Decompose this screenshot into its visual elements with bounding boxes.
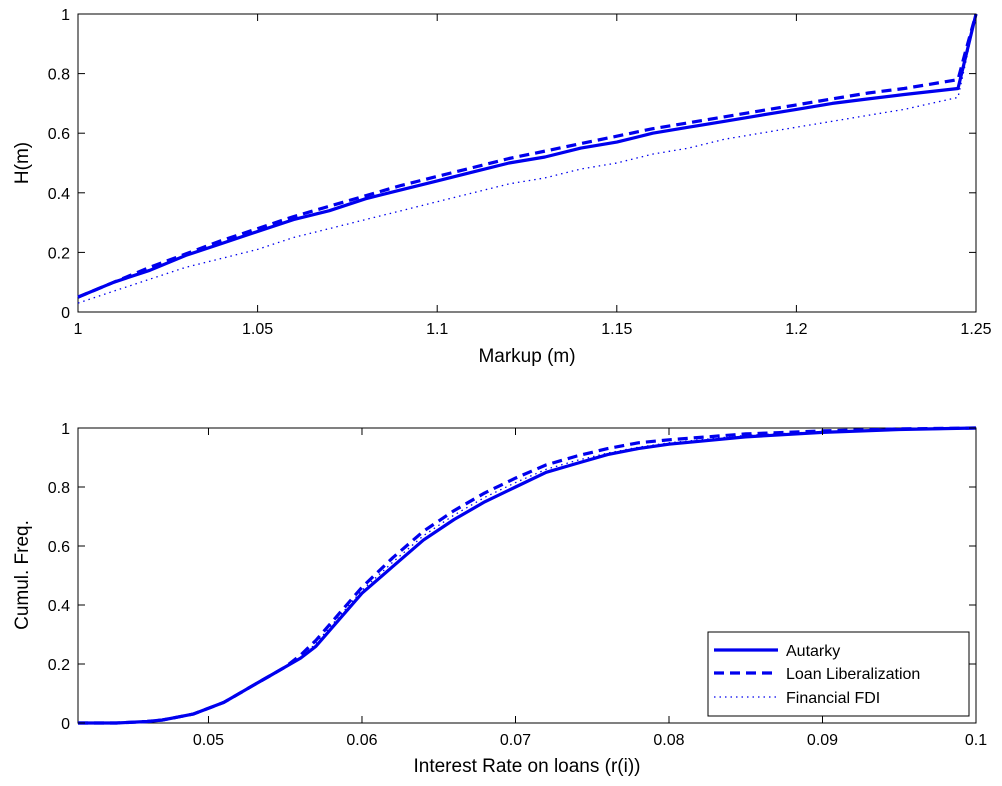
ticks-layer-bottom: 0.05 0.06 0.07 0.08 0.09 0.1 0 0.2 0.4 0.6 0.8 1 bbox=[48, 421, 987, 749]
legend: Autarky Loan Liberalization Financial FD… bbox=[707, 631, 970, 717]
x-axis-label-top: Markup (m) bbox=[478, 346, 575, 367]
x-tick-label: 1.25 bbox=[960, 321, 991, 338]
x-tick-label: 0.08 bbox=[653, 732, 684, 749]
y-tick-label: 1 bbox=[61, 7, 70, 24]
x-tick-label: 0.06 bbox=[346, 732, 377, 749]
y-axis-label-bottom: Cumul. Freq. bbox=[12, 520, 33, 630]
legend-label-financial-fdi: Financial FDI bbox=[786, 690, 880, 707]
ticks-layer-top: 1 1.05 1.1 1.15 1.2 1.25 0 0.2 0.4 0.6 0.8 1 bbox=[48, 7, 992, 338]
plot-frame-top bbox=[77, 13, 977, 313]
legend-label-autarky: Autarky bbox=[786, 643, 840, 660]
y-axis-label-top: H(m) bbox=[12, 142, 33, 184]
chart-markup: 1 1.05 1.1 1.15 1.2 1.25 0 0.2 0.4 0.6 0.8 1 Markup… bbox=[12, 7, 992, 367]
x-tick-label: 0.05 bbox=[193, 732, 224, 749]
y-tick-label: 0.2 bbox=[48, 245, 70, 262]
y-tick-label: 0.8 bbox=[48, 480, 70, 497]
y-tick-label: 0 bbox=[61, 305, 70, 322]
x-tick-label: 1.15 bbox=[601, 321, 632, 338]
y-tick-label: 0.6 bbox=[48, 539, 70, 556]
y-tick-label: 0.6 bbox=[48, 126, 70, 143]
x-tick-label: 1 bbox=[74, 321, 83, 338]
y-tick-label: 0 bbox=[61, 716, 70, 733]
series-layer-top bbox=[77, 13, 978, 304]
x-tick-label: 1.05 bbox=[242, 321, 273, 338]
series-layer-bottom bbox=[78, 426, 977, 725]
y-tick-label: 1 bbox=[61, 421, 70, 438]
x-axis-label-bottom: Interest Rate on loans (r(i)) bbox=[413, 756, 640, 777]
plot-frame-bottom bbox=[77, 427, 977, 724]
series-line-financial-fdi bbox=[78, 427, 977, 724]
x-tick-label: 0.07 bbox=[500, 732, 531, 749]
x-tick-label: 0.09 bbox=[807, 732, 838, 749]
y-tick-label: 0.4 bbox=[48, 186, 70, 203]
y-tick-label: 0.4 bbox=[48, 598, 70, 615]
series-line-dashed bbox=[77, 13, 978, 299]
series-line-solid bbox=[77, 13, 978, 299]
y-tick-label: 0.2 bbox=[48, 657, 70, 674]
y-tick-label: 0.8 bbox=[48, 67, 70, 84]
chart-interest-rate: 0.05 0.06 0.07 0.08 0.09 0.1 0 0.2 0.4 0.6 0.8 1 In… bbox=[12, 421, 987, 777]
x-tick-label: 0.1 bbox=[965, 732, 987, 749]
x-tick-label: 1.2 bbox=[785, 321, 807, 338]
x-tick-label: 1.1 bbox=[426, 321, 448, 338]
legend-label-loan-liberalization: Loan Liberalization bbox=[786, 666, 920, 683]
